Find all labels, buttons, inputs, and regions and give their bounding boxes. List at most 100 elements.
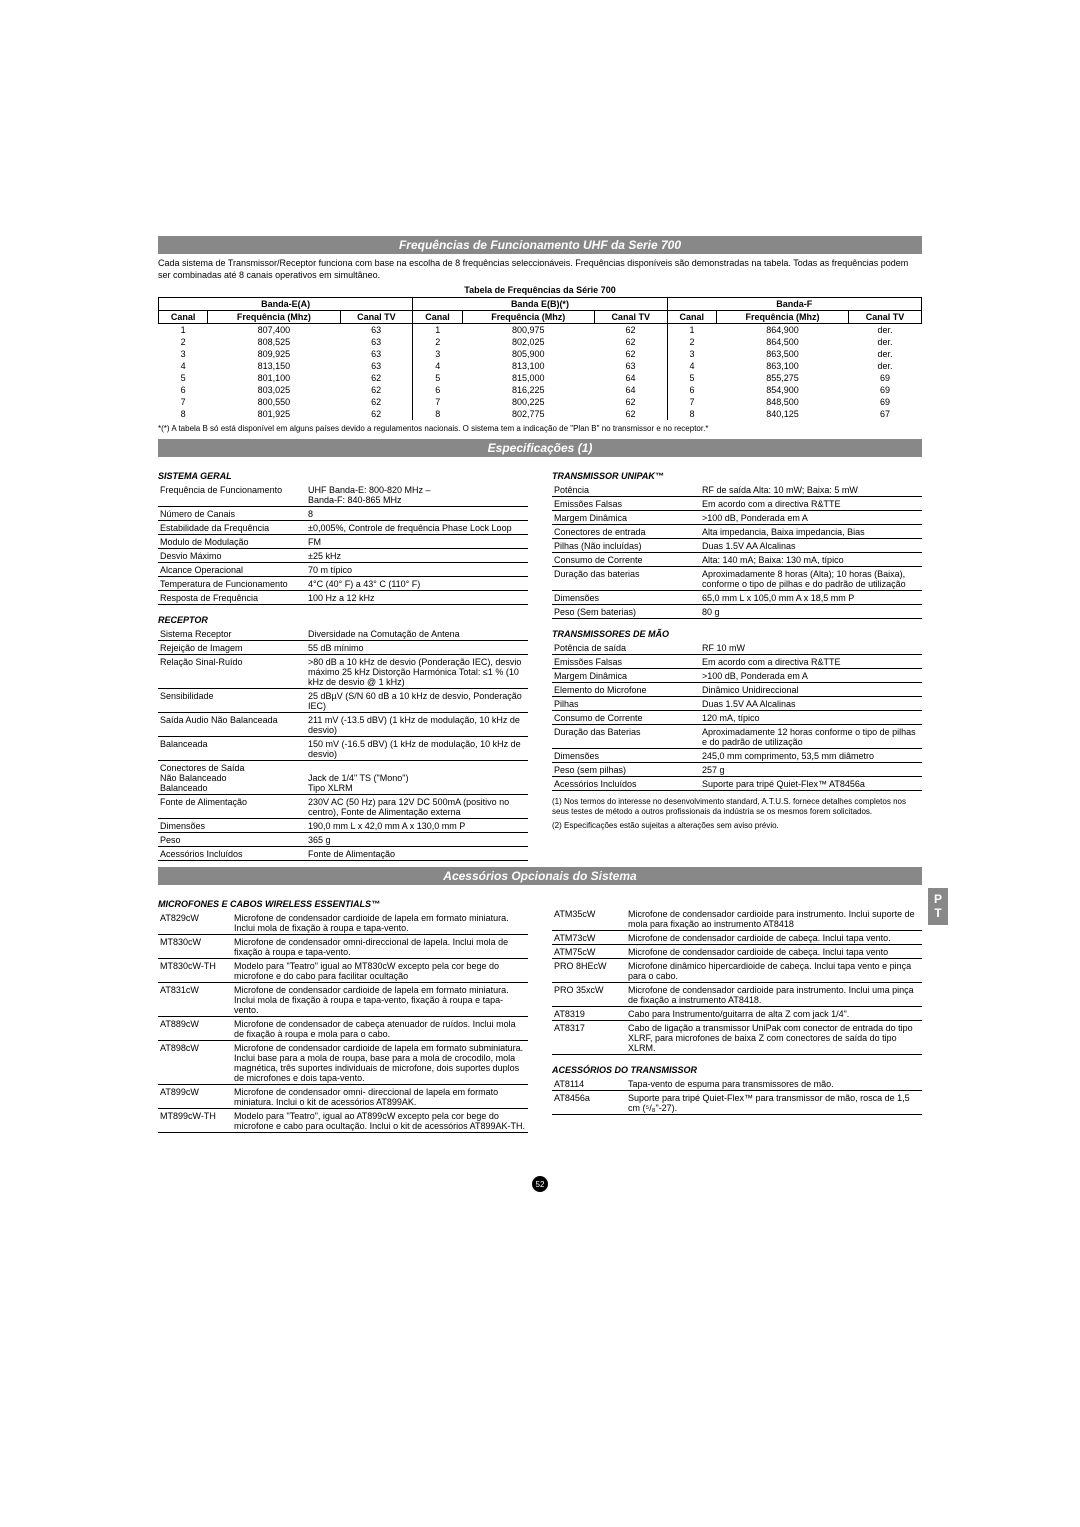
- freq-cell: 3: [667, 348, 716, 360]
- spec-row: Pilhas (Não incluídas)Duas 1.5V AA Alcal…: [552, 539, 922, 553]
- spec-row: Emissões FalsasEm acordo com a directiva…: [552, 497, 922, 511]
- freq-cell: 8: [413, 408, 462, 420]
- spec-key: Estabilidade da Frequência: [158, 521, 306, 535]
- spec-val: Em acordo com a directiva R&TTE: [700, 655, 922, 669]
- acc-row: MT830cWMicrofone de condensador omni-dir…: [158, 935, 528, 959]
- band-a: Banda-E(A): [159, 298, 413, 311]
- spec-key: Dimensões: [552, 749, 700, 763]
- spec-row: Elemento do MicrofoneDinâmico Unidirecci…: [552, 683, 922, 697]
- freq-cell: 802,025: [462, 336, 594, 348]
- acc-key: ATM75cW: [552, 945, 626, 959]
- acc-val: Microfone de condensador omni-direcciona…: [232, 935, 528, 959]
- freq-cell: 7: [413, 396, 462, 408]
- freq-cell: 2: [413, 336, 462, 348]
- acc-mics-table: AT829cWMicrofone de condensador cardioid…: [158, 911, 528, 1133]
- freq-cell: 1: [413, 324, 462, 337]
- acc-key: ATM73cW: [552, 931, 626, 945]
- spec-row: Resposta de Frequência100 Hz a 12 kHz: [158, 591, 528, 605]
- freq-cell: 801,100: [208, 372, 340, 384]
- band-f: Banda-F: [667, 298, 921, 311]
- acc-key: MT899cW-TH: [158, 1109, 232, 1133]
- spec-receiver-table: Sistema ReceptorDiversidade na Comutação…: [158, 627, 528, 861]
- freq-cell: 808,525: [208, 336, 340, 348]
- freq-cell: der.: [849, 360, 922, 372]
- spec-val: Duas 1.5V AA Alcalinas: [700, 697, 922, 711]
- freq-cell: 5: [667, 372, 716, 384]
- spec-val: 65,0 mm L x 105,0 mm A x 18,5 mm P: [700, 591, 922, 605]
- spec-key: Resposta de Frequência: [158, 591, 306, 605]
- spec-key: Conectores de Saída Não Balanceado Balan…: [158, 761, 306, 795]
- col-canal-a: Canal: [159, 311, 208, 324]
- freq-cell: 63: [594, 360, 667, 372]
- spec-row: Consumo de Corrente120 mA, típico: [552, 711, 922, 725]
- acc-row: AT899cWMicrofone de condensador omni- di…: [158, 1085, 528, 1109]
- freq-cell: 854,900: [716, 384, 848, 396]
- freq-cell: 64: [594, 384, 667, 396]
- freq-cell: 62: [594, 324, 667, 337]
- freq-cell: 863,100: [716, 360, 848, 372]
- spec-key: Acessórios Incluídos: [552, 777, 700, 791]
- col-tv-b: Canal TV: [594, 311, 667, 324]
- spec-row: Alcance Operacional70 m típico: [158, 563, 528, 577]
- spec-val: 230V AC (50 Hz) para 12V DC 500mA (posit…: [306, 795, 528, 819]
- acc-val: Microfone dinâmico hipercardioide de cab…: [626, 959, 922, 983]
- acc-row: AT8114Tapa-vento de espuma para transmis…: [552, 1077, 922, 1091]
- freq-table-title: Tabela de Frequências da Série 700: [158, 285, 922, 295]
- spec-key: Alcance Operacional: [158, 563, 306, 577]
- freq-table: Banda-E(A) Banda E(B)(*) Banda-F Canal F…: [158, 297, 922, 420]
- spec-val: 70 m típico: [306, 563, 528, 577]
- freq-cell: 5: [159, 372, 208, 384]
- freq-cell: 2: [159, 336, 208, 348]
- freq-cell: 809,925: [208, 348, 340, 360]
- band-b: Banda E(B)(*): [413, 298, 667, 311]
- spec-val: 4°C (40° F) a 43° C (110° F): [306, 577, 528, 591]
- spec-row: Dimensões65,0 mm L x 105,0 mm A x 18,5 m…: [552, 591, 922, 605]
- section-bar-spec: Especificações (1): [158, 439, 922, 457]
- freq-cell: 4: [159, 360, 208, 372]
- spec-row: Acessórios IncluídosSuporte para tripé Q…: [552, 777, 922, 791]
- spec-row: Balanceada150 mV (-16.5 dBV) (1 kHz de m…: [158, 737, 528, 761]
- spec-key: Emissões Falsas: [552, 655, 700, 669]
- acc-val: Microfone de condensador cardioide de ca…: [626, 931, 922, 945]
- spec-row: Margem Dinâmica>100 dB, Ponderada em A: [552, 669, 922, 683]
- section-bar-freq: Frequências de Funcionamento UHF da Seri…: [158, 236, 922, 254]
- spec-val: Em acordo com a directiva R&TTE: [700, 497, 922, 511]
- acc-key: AT8317: [552, 1021, 626, 1055]
- spec-row: Acessórios IncluídosFonte de Alimentação: [158, 847, 528, 861]
- acc-tx-title: ACESSÓRIOS DO TRANSMISSOR: [552, 1065, 922, 1075]
- freq-cell: der.: [849, 324, 922, 337]
- spec-row: Conectores de Saída Não Balanceado Balan…: [158, 761, 528, 795]
- spec-val: 190,0 mm L x 42,0 mm A x 130,0 mm P: [306, 819, 528, 833]
- col-freq-a: Frequência (Mhz): [208, 311, 340, 324]
- acc-row: AT8319Cabo para Instrumento/guitarra de …: [552, 1007, 922, 1021]
- spec-val: Alta impedancia, Baixa impedancia, Bias: [700, 525, 922, 539]
- spec-val: Alta: 140 mA; Baixa: 130 mA, típico: [700, 553, 922, 567]
- acc-val: Cabo para Instrumento/guitarra de alta Z…: [626, 1007, 922, 1021]
- spec-val: 25 dBµV (S/N 60 dB a 10 kHz de desvio, P…: [306, 689, 528, 713]
- acc-row: AT898cWMicrofone de condensador cardioid…: [158, 1041, 528, 1085]
- spec-val: 257 g: [700, 763, 922, 777]
- freq-cell: 62: [594, 396, 667, 408]
- spec-row: Dimensões190,0 mm L x 42,0 mm A x 130,0 …: [158, 819, 528, 833]
- acc-val: Modelo para "Teatro" igual ao MT830cW ex…: [232, 959, 528, 983]
- acc-val: Microfone de condensador cardioide para …: [626, 907, 922, 931]
- freq-cell: 62: [340, 408, 413, 420]
- spec-val: >80 dB a 10 kHz de desvio (Ponderação IE…: [306, 655, 528, 689]
- col-tv-f: Canal TV: [849, 311, 922, 324]
- freq-cell: 807,400: [208, 324, 340, 337]
- spec-key: Peso: [158, 833, 306, 847]
- spec-row: Desvio Máximo±25 kHz: [158, 549, 528, 563]
- freq-cell: 62: [594, 348, 667, 360]
- spec-key: Relação Sinal-Ruído: [158, 655, 306, 689]
- freq-cell: 4: [413, 360, 462, 372]
- spec-key: Fonte de Alimentação: [158, 795, 306, 819]
- spec-key: Margem Dinâmica: [552, 511, 700, 525]
- freq-cell: 1: [159, 324, 208, 337]
- freq-cell: 62: [594, 336, 667, 348]
- spec-handheld-table: Potência de saídaRF 10 mWEmissões Falsas…: [552, 641, 922, 791]
- spec-row: Potência de saídaRF 10 mW: [552, 641, 922, 655]
- spec-val: FM: [306, 535, 528, 549]
- freq-cell: 815,000: [462, 372, 594, 384]
- spec-val: 8: [306, 507, 528, 521]
- acc-key: AT899cW: [158, 1085, 232, 1109]
